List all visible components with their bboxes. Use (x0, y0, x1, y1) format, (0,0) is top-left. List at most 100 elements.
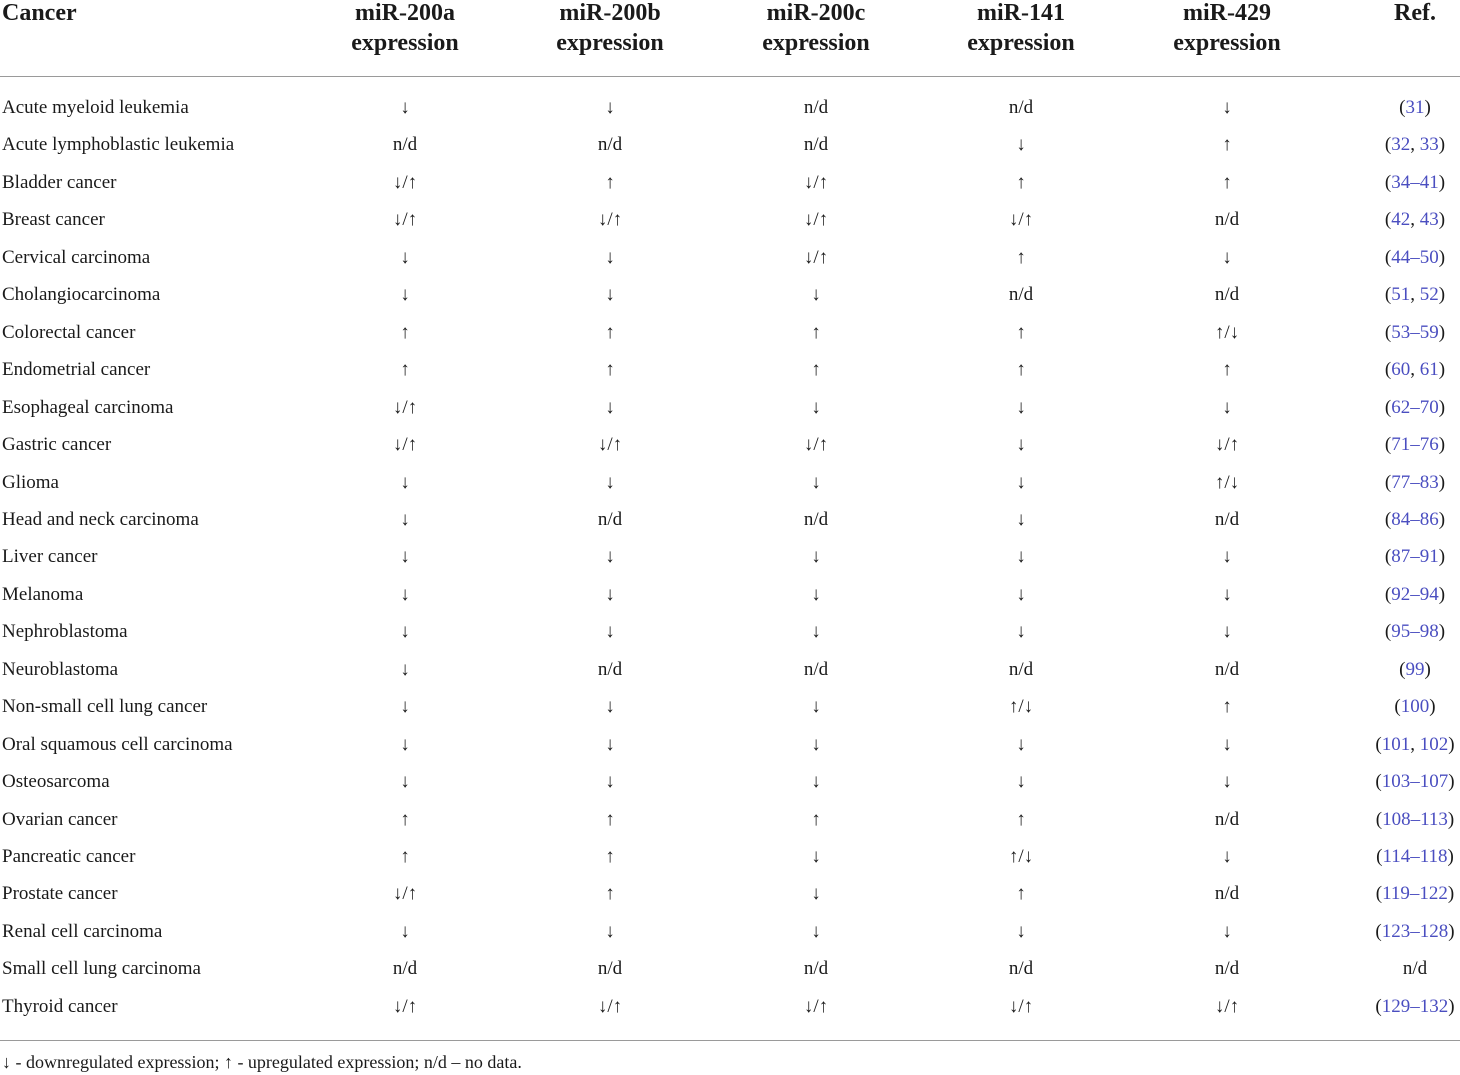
header-sublabel: expression (1173, 30, 1281, 56)
cell-mir200a: ↓ (400, 920, 410, 942)
table-row: Prostate cancer ↓/↑ ↑ ↓ ↑ n/d (119–122) (0, 881, 1460, 918)
cell-ref: (53–59) (1384, 321, 1446, 343)
reference-link[interactable]: 103–107 (1381, 771, 1449, 793)
table-row: Cholangiocarcinoma ↓ ↓ ↓ n/d n/d (51, 52) (0, 282, 1460, 319)
reference-link[interactable]: 51 (1391, 284, 1411, 306)
cell-mir200a: n/d (392, 134, 418, 156)
reference-link[interactable]: 34–41 (1391, 171, 1439, 193)
cell-mir429: ↑ (1222, 359, 1232, 381)
reference-link[interactable]: 92–94 (1391, 583, 1439, 605)
reference-link[interactable]: 52 (1419, 284, 1439, 306)
cell-mir200b: n/d (597, 508, 623, 530)
reference-link[interactable]: 84–86 (1391, 508, 1439, 530)
cell-mir429: ↑ (1222, 696, 1232, 718)
cell-mir429: n/d (1214, 883, 1240, 905)
cell-ref: (62–70) (1384, 396, 1446, 418)
reference-link[interactable]: 44–50 (1391, 246, 1439, 268)
cell-ref: (95–98) (1384, 621, 1446, 643)
reference-link[interactable]: 95–98 (1391, 621, 1439, 643)
cell-mir141: ↑/↓ (1008, 696, 1034, 718)
cell-mir200c: ↓ (811, 583, 821, 605)
reference-link[interactable]: 61 (1419, 359, 1439, 381)
cell-cancer: Melanoma (2, 583, 84, 605)
header-rule (0, 76, 1460, 77)
cell-mir200a: ↓ (400, 246, 410, 268)
cell-mir200c: ↓/↑ (803, 246, 829, 268)
header-mir200a: miR-200a expression (305, 0, 505, 58)
reference-link[interactable]: 100 (1400, 696, 1430, 718)
ref-separator: , (1410, 359, 1420, 381)
cell-cancer: Esophageal carcinoma (2, 396, 174, 418)
reference-link[interactable]: 102 (1419, 733, 1449, 755)
reference-link[interactable]: 99 (1405, 658, 1425, 680)
cell-mir200c: ↓/↑ (803, 434, 829, 456)
cell-mir141: ↓ (1016, 583, 1026, 605)
cell-mir200a: ↓ (400, 97, 410, 118)
reference-link[interactable]: 31 (1405, 97, 1425, 118)
ref-separator: , (1410, 733, 1420, 755)
reference-link[interactable]: 87–91 (1391, 546, 1439, 568)
reference-link[interactable]: 62–70 (1391, 396, 1439, 418)
reference-link[interactable]: 53–59 (1391, 321, 1439, 343)
cell-mir200c: ↓ (811, 733, 821, 755)
cell-mir141: ↓ (1016, 471, 1026, 493)
reference-link[interactable]: 123–128 (1381, 920, 1449, 942)
cell-cancer: Oral squamous cell carcinoma (2, 733, 233, 755)
cell-mir200c: ↑ (811, 359, 821, 381)
cell-mir200a: ↑ (400, 359, 410, 381)
cell-mir141: n/d (1008, 284, 1034, 306)
cell-ref: (51, 52) (1384, 284, 1446, 306)
header-label: Ref. (1394, 0, 1436, 26)
cell-mir141: ↑ (1016, 883, 1026, 905)
header-sublabel: expression (556, 30, 664, 56)
cell-mir200c: n/d (803, 134, 829, 156)
cell-mir200c: ↓/↑ (803, 209, 829, 231)
cell-mir141: ↑ (1016, 171, 1026, 193)
reference-link[interactable]: 60 (1391, 359, 1411, 381)
cell-mir200c: ↑ (811, 321, 821, 343)
reference-link[interactable]: 114–118 (1382, 846, 1448, 867)
reference-link[interactable]: 77–83 (1391, 471, 1439, 493)
cell-mir141: ↓ (1016, 733, 1026, 755)
reference-link[interactable]: 43 (1419, 209, 1439, 231)
reference-link[interactable]: 108–113 (1382, 808, 1448, 830)
cell-cancer: Osteosarcoma (2, 771, 110, 793)
cell-mir200a: ↓/↑ (392, 209, 418, 231)
reference-link[interactable]: 119–122 (1382, 883, 1448, 905)
cell-mir200a: ↓/↑ (392, 434, 418, 456)
cell-mir429: ↓/↑ (1214, 995, 1240, 1017)
cell-mir429: ↑/↓ (1214, 471, 1240, 493)
cell-cancer: Renal cell carcinoma (2, 920, 163, 942)
cell-mir200a: ↓ (400, 621, 410, 643)
cell-ref: n/d (1402, 958, 1428, 980)
cell-mir141: ↓ (1016, 134, 1026, 156)
cell-mir200c: ↓ (811, 284, 821, 306)
reference-link[interactable]: 33 (1419, 134, 1439, 156)
cell-mir200b: ↓ (605, 97, 615, 118)
reference-link[interactable]: 129–132 (1381, 995, 1449, 1017)
cell-ref: (129–132) (1375, 995, 1455, 1017)
header-sublabel: expression (762, 30, 870, 56)
cell-cancer: Thyroid cancer (2, 995, 118, 1017)
cell-mir141: ↓ (1016, 434, 1026, 456)
cell-mir200a: ↓/↑ (392, 171, 418, 193)
table-row: Head and neck carcinoma ↓ n/d n/d ↓ n/d (84–86… (0, 507, 1460, 544)
reference-link[interactable]: 71–76 (1391, 434, 1439, 456)
cell-mir200a: ↓ (400, 733, 410, 755)
cell-mir141: ↓ (1016, 920, 1026, 942)
header-label: miR-200a (355, 0, 455, 26)
cell-mir429: ↑/↓ (1214, 321, 1240, 343)
cell-mir429: ↓ (1222, 621, 1232, 643)
cell-ref: (99) (1399, 658, 1431, 680)
cell-cancer: Small cell lung carcinoma (2, 958, 201, 980)
reference-link[interactable]: 101 (1381, 733, 1411, 755)
cell-ref: (87–91) (1384, 546, 1446, 568)
cell-mir200b: ↑ (605, 808, 615, 830)
cell-ref: (44–50) (1384, 246, 1446, 268)
cell-mir141: ↓ (1016, 396, 1026, 418)
reference-link[interactable]: 42 (1391, 209, 1411, 231)
reference-link[interactable]: 32 (1391, 134, 1411, 156)
cell-mir200a: ↓ (400, 771, 410, 793)
cell-mir200a: ↑ (400, 846, 410, 867)
table-row: Cervical carcinoma ↓ ↓ ↓/↑ ↑ ↓ (44–50) (0, 245, 1460, 282)
